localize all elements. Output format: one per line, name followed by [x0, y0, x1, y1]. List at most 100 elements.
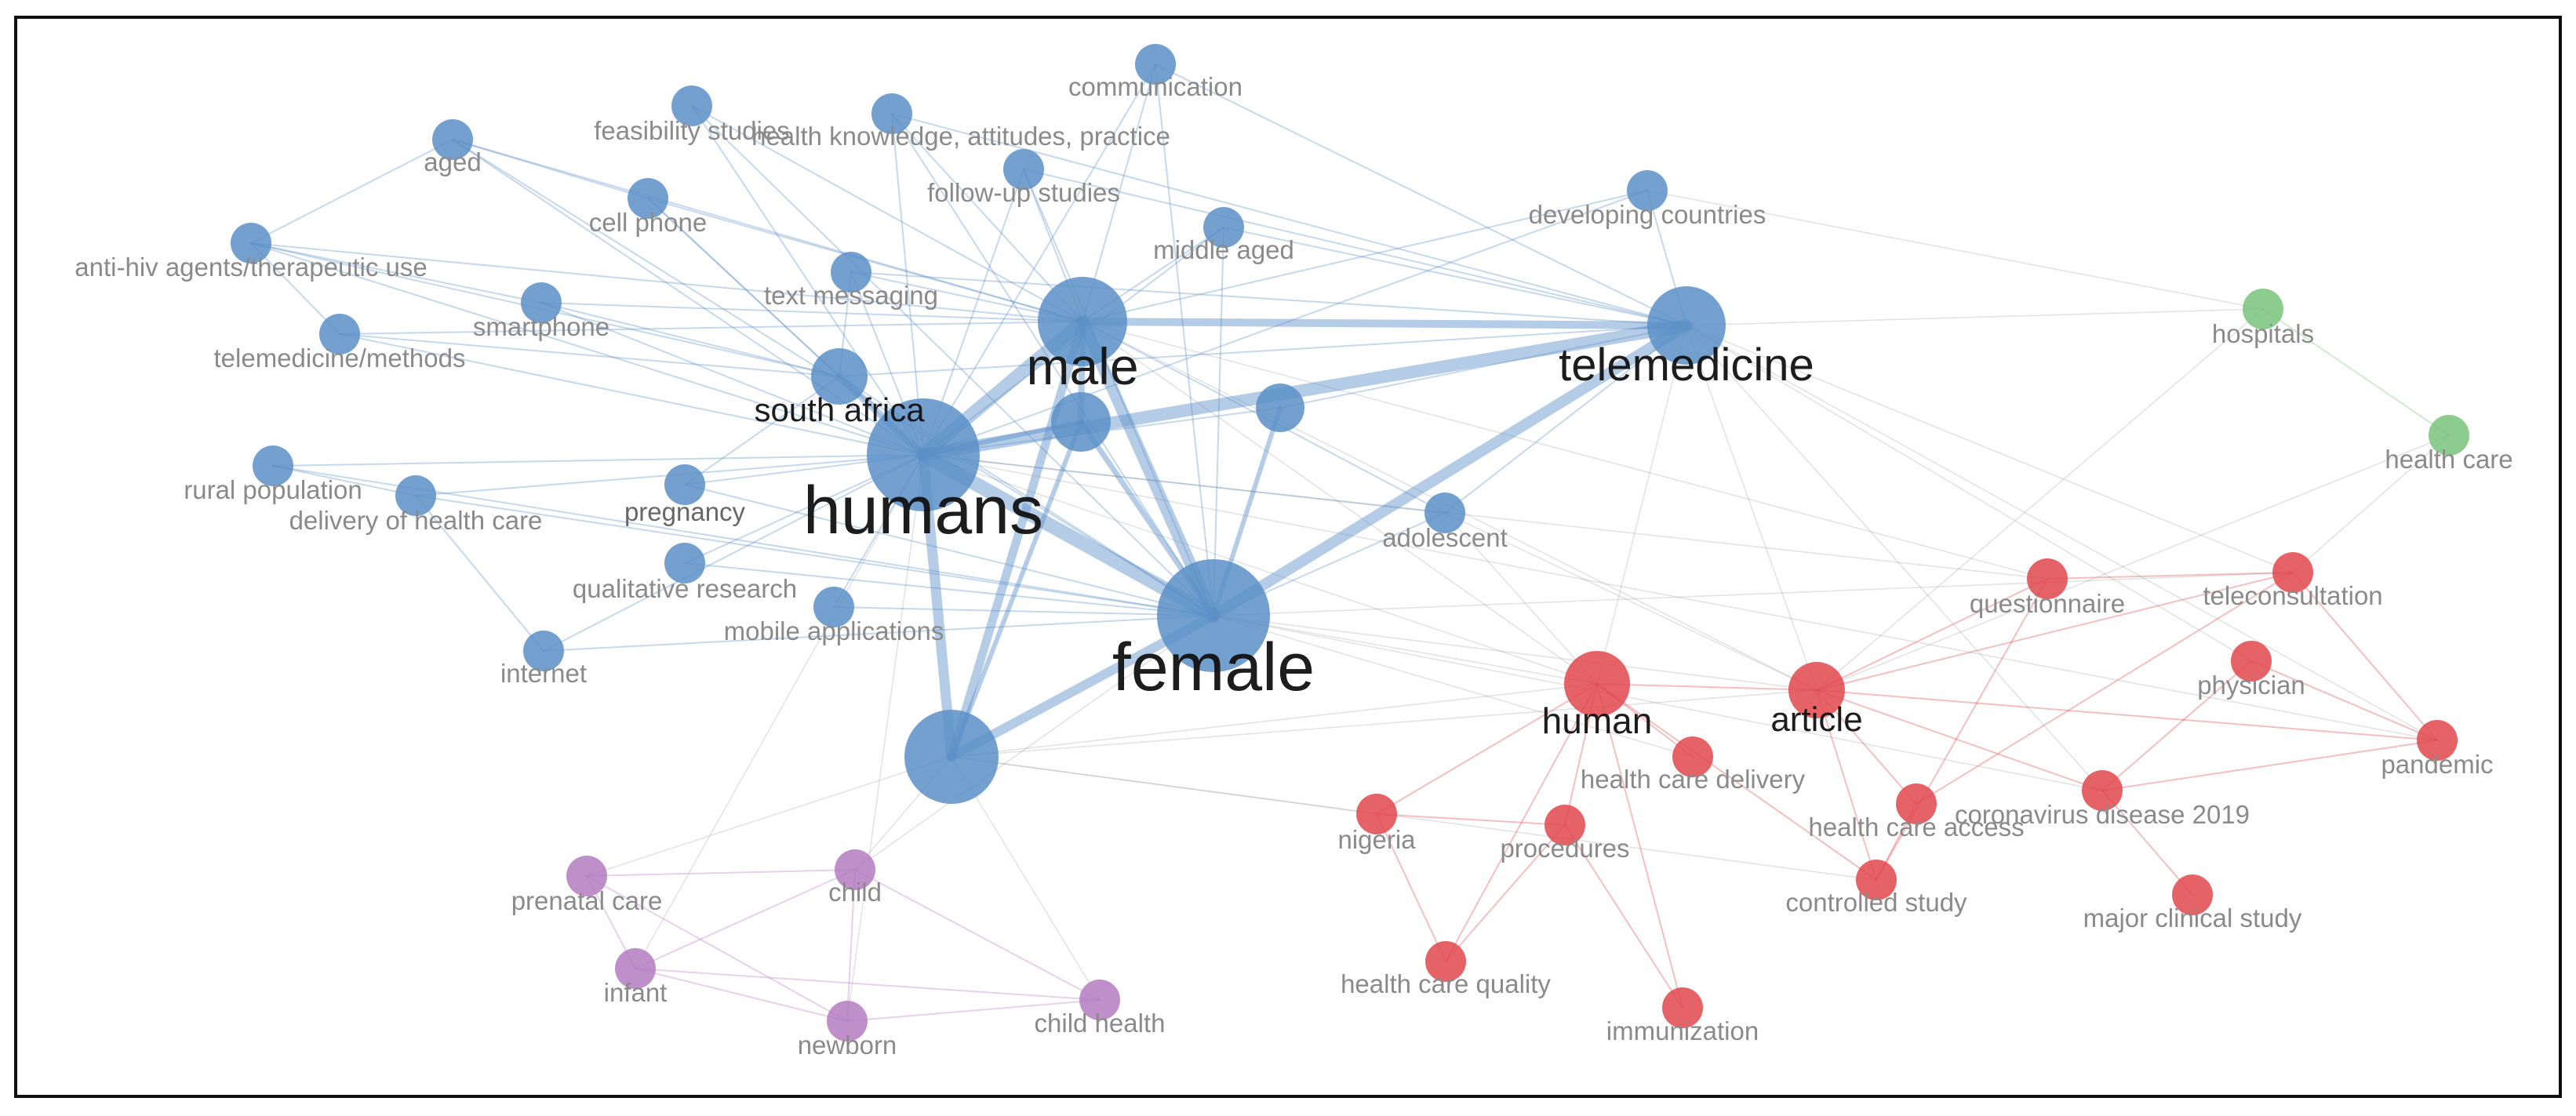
node-internet[interactable] — [523, 631, 564, 671]
node-feasibility_studies[interactable] — [671, 85, 712, 126]
node-developing_countries[interactable] — [1627, 170, 1668, 211]
node-covid19[interactable] — [2082, 770, 2123, 811]
node-prenatal_care[interactable] — [566, 856, 607, 896]
node-controlled_study[interactable] — [1856, 860, 1897, 900]
label-male: male — [1026, 337, 1138, 395]
node-questionnaire[interactable] — [2027, 558, 2068, 599]
link-human-article — [1596, 683, 1817, 691]
link-adolescent-humans — [922, 454, 1446, 514]
link-telemedicine-pandemic — [1686, 325, 2438, 741]
node-mobile_applications[interactable] — [813, 587, 854, 627]
node-article[interactable] — [1788, 662, 1845, 718]
link-physician-covid19 — [2101, 660, 2252, 791]
link-adolescent-human — [1444, 512, 1598, 685]
link-covid19-pandemic — [2101, 740, 2438, 791]
node-aged[interactable] — [432, 119, 473, 160]
link-big_unlabeled-human — [951, 683, 1598, 758]
link-cell_phone-south_africa — [647, 198, 840, 377]
link-telemedicine_methods-humans — [339, 333, 924, 456]
link-questionnaire-teleconsultation — [2047, 572, 2294, 580]
label-procedures: procedures — [1500, 834, 1629, 863]
node-male_sub[interactable] — [1051, 392, 1111, 452]
link-child-infant — [635, 869, 856, 969]
link-nigeria-procedures — [1376, 813, 1566, 826]
node-immunization[interactable] — [1662, 987, 1703, 1028]
label-hospitals: hospitals — [2212, 319, 2314, 348]
link-infant-newborn — [635, 968, 848, 1022]
node-teleconsultation[interactable] — [2272, 552, 2313, 593]
link-follow_up-telemedicine — [1023, 169, 1687, 326]
link-big_unlabeled-controlled_study — [951, 756, 1877, 881]
label-follow_up: follow-up studies — [927, 178, 1120, 207]
node-big_unlabeled[interactable] — [904, 710, 999, 804]
link-internet-humans — [543, 454, 924, 652]
link-male-human — [1082, 321, 1598, 685]
node-cell_phone[interactable] — [628, 178, 668, 219]
link-human-controlled_study — [1596, 683, 1877, 881]
node-rural_population[interactable] — [253, 445, 293, 486]
label-human: human — [1542, 700, 1653, 741]
node-newborn[interactable] — [827, 1001, 868, 1041]
node-child[interactable] — [835, 849, 875, 890]
node-smartphone[interactable] — [521, 282, 562, 323]
link-female-article — [1213, 615, 1817, 691]
node-hospitals[interactable] — [2243, 289, 2283, 329]
link-rural_population-delivery_hc — [272, 465, 417, 496]
node-telemedicine[interactable] — [1647, 286, 1726, 365]
node-communication[interactable] — [1135, 44, 1176, 85]
label-article: article — [1770, 700, 1862, 739]
node-health_knowledge[interactable] — [871, 93, 912, 134]
node-procedures[interactable] — [1545, 805, 1585, 845]
link-article-controlled_study — [1816, 689, 1877, 881]
link-female-human — [1213, 615, 1598, 685]
label-health_knowledge: health knowledge, attitudes, practice — [751, 122, 1170, 151]
node-male[interactable] — [1038, 277, 1127, 366]
label-qualitative_research: qualitative research — [573, 574, 797, 603]
node-follow_up[interactable] — [1003, 149, 1044, 190]
node-anti_hiv[interactable] — [231, 223, 271, 264]
strong-link-male-telemedicine — [1079, 318, 1690, 329]
strong-link-humans-telemedicine — [917, 319, 1693, 461]
link-procedures-immunization — [1564, 824, 1683, 1009]
link-telemedicine-text_messaging — [850, 271, 1687, 326]
label-anti_hiv: anti-hiv agents/therapeutic use — [75, 253, 427, 282]
label-developing_countries: developing countries — [1529, 200, 1766, 229]
node-pregnancy[interactable] — [664, 464, 705, 505]
node-humans[interactable] — [867, 398, 980, 511]
labels-layer: humans female male telemedicine south africa… — [75, 72, 2512, 1060]
node-text_messaging[interactable] — [831, 252, 871, 293]
node-qualitative_research[interactable] — [664, 543, 705, 583]
label-middle_aged: middle aged — [1153, 235, 1294, 264]
node-health_care_access[interactable] — [1896, 783, 1937, 824]
link-qualitative_research-female — [684, 562, 1214, 616]
node-major_clinical_study[interactable] — [2172, 874, 2213, 915]
node-human[interactable] — [1564, 651, 1630, 717]
node-delivery_hc[interactable] — [395, 475, 436, 516]
node-south_africa[interactable] — [811, 348, 868, 405]
node-nigeria[interactable] — [1356, 794, 1397, 834]
node-health_care[interactable] — [2429, 415, 2469, 456]
node-telemedicine_methods[interactable] — [319, 314, 360, 354]
strong-link-female-telemedicine — [1208, 320, 1692, 621]
node-health_care_delivery[interactable] — [1672, 736, 1713, 777]
link-pregnancy-female — [684, 484, 1214, 616]
label-covid19: coronavirus disease 2019 — [1955, 800, 2250, 829]
node-middle_aged[interactable] — [1203, 207, 1244, 248]
link-female-teleconsultation — [1213, 572, 2294, 616]
label-telemedicine: telemedicine — [1559, 340, 1814, 391]
node-infant[interactable] — [615, 948, 656, 989]
node-mid_unlabeled[interactable] — [1256, 384, 1304, 432]
label-humans: humans — [803, 473, 1043, 548]
node-pandemic[interactable] — [2417, 720, 2458, 761]
link-smartphone-south_africa — [540, 302, 840, 377]
link-prenatal_care-child — [586, 869, 856, 877]
node-female[interactable] — [1157, 559, 1270, 672]
node-child_health[interactable] — [1079, 980, 1120, 1020]
node-adolescent[interactable] — [1424, 493, 1465, 533]
node-health_care_quality[interactable] — [1425, 941, 1466, 982]
node-physician[interactable] — [2231, 641, 2272, 682]
link-pregnancy-south_africa — [684, 376, 840, 485]
link-south_africa-telemedicine — [839, 325, 1687, 377]
link-cell_phone-humans — [647, 198, 924, 456]
link-telemedicine-middle_aged — [1223, 227, 1687, 326]
